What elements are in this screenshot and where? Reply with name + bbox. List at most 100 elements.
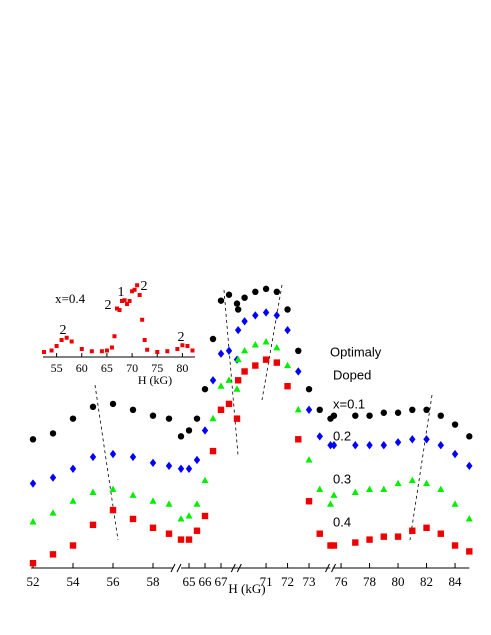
data-point xyxy=(201,512,209,520)
data-point xyxy=(49,509,57,516)
data-point xyxy=(185,536,193,543)
inset-point xyxy=(117,308,122,312)
inset-point xyxy=(112,334,117,339)
peak-label: 2 xyxy=(105,298,112,313)
data-point xyxy=(330,542,338,549)
data-point xyxy=(251,341,259,348)
inset-x-tick-label: 55 xyxy=(51,361,63,375)
data-point xyxy=(233,385,241,392)
data-point xyxy=(201,476,209,484)
x-tick-label: 67 xyxy=(215,574,229,589)
inset-x-tick-label: 80 xyxy=(176,361,188,375)
data-point xyxy=(380,409,387,416)
guide-lines xyxy=(94,284,433,541)
data-point xyxy=(284,383,291,390)
data-point xyxy=(327,441,334,450)
x-tick-label: 71 xyxy=(260,574,273,589)
series-label: x=0.1 xyxy=(333,396,365,411)
data-point xyxy=(165,415,173,422)
inset-point xyxy=(79,347,84,351)
axis-break xyxy=(230,563,242,573)
data-point xyxy=(233,415,241,422)
data-point xyxy=(423,479,431,487)
data-point xyxy=(330,491,338,498)
inset-x-axis-label: H (kG) xyxy=(138,373,172,387)
data-point xyxy=(165,500,173,507)
inset-point xyxy=(190,348,195,353)
data-point xyxy=(149,412,157,419)
axis-break xyxy=(170,563,182,573)
data-point xyxy=(366,412,373,419)
data-point xyxy=(29,436,37,443)
data-point xyxy=(366,441,373,450)
data-point xyxy=(69,542,77,549)
data-point xyxy=(129,515,137,523)
data-point xyxy=(234,306,242,313)
data-point xyxy=(316,530,323,537)
data-point xyxy=(185,464,193,473)
data-point xyxy=(466,433,473,440)
data-point xyxy=(294,405,302,413)
data-point xyxy=(69,497,77,504)
x-tick-label: 73 xyxy=(303,574,316,589)
data-point xyxy=(89,403,97,411)
data-point xyxy=(423,524,430,531)
data-point xyxy=(451,421,459,428)
data-point xyxy=(217,349,225,358)
x-tick-label: 54 xyxy=(67,574,81,589)
data-point xyxy=(394,438,402,447)
data-point xyxy=(465,515,473,522)
x-tick-label: 65 xyxy=(183,574,196,589)
annotation: Doped xyxy=(333,367,371,382)
inset-x-tick-label: 60 xyxy=(76,361,88,375)
data-point xyxy=(109,485,117,493)
inset-point xyxy=(137,293,142,297)
data-point xyxy=(284,361,292,369)
data-point xyxy=(451,542,459,549)
data-point xyxy=(273,359,281,366)
data-point xyxy=(225,291,233,298)
data-point xyxy=(295,347,302,354)
data-point xyxy=(326,500,335,507)
data-point xyxy=(437,412,444,419)
data-point xyxy=(330,441,338,450)
annotation: Optimaly xyxy=(330,344,382,359)
inset-label: x=0.4 xyxy=(55,291,86,306)
data-point xyxy=(185,512,193,519)
data-point xyxy=(380,485,388,493)
inset-point xyxy=(127,299,132,303)
data-point xyxy=(241,346,249,354)
data-point xyxy=(29,560,37,567)
inset-point xyxy=(104,348,109,353)
inset-point xyxy=(145,347,150,352)
data-point xyxy=(252,311,259,320)
peak-label: 2 xyxy=(141,279,148,294)
data-point xyxy=(29,479,37,488)
data-point xyxy=(316,432,323,441)
peak-label: 1 xyxy=(118,285,125,300)
data-point xyxy=(217,382,225,389)
x-tick-label: 82 xyxy=(420,574,433,589)
x-tick-label: 78 xyxy=(363,574,376,589)
data-point xyxy=(437,530,444,537)
data-point xyxy=(284,306,291,313)
data-point xyxy=(316,485,324,493)
inset-point xyxy=(42,350,47,354)
data-point xyxy=(225,346,233,355)
data-point xyxy=(234,355,242,363)
data-point xyxy=(295,367,302,376)
inset-point xyxy=(125,302,130,306)
data-point xyxy=(451,500,459,507)
data-point xyxy=(394,409,402,416)
data-point xyxy=(69,464,77,473)
data-point xyxy=(149,458,157,468)
data-point xyxy=(129,406,137,413)
data-point xyxy=(69,415,77,422)
data-point xyxy=(193,455,201,465)
data-point xyxy=(241,317,248,326)
data-point xyxy=(201,385,209,393)
data-point xyxy=(225,400,233,408)
data-point xyxy=(177,433,185,440)
data-point xyxy=(316,406,323,413)
